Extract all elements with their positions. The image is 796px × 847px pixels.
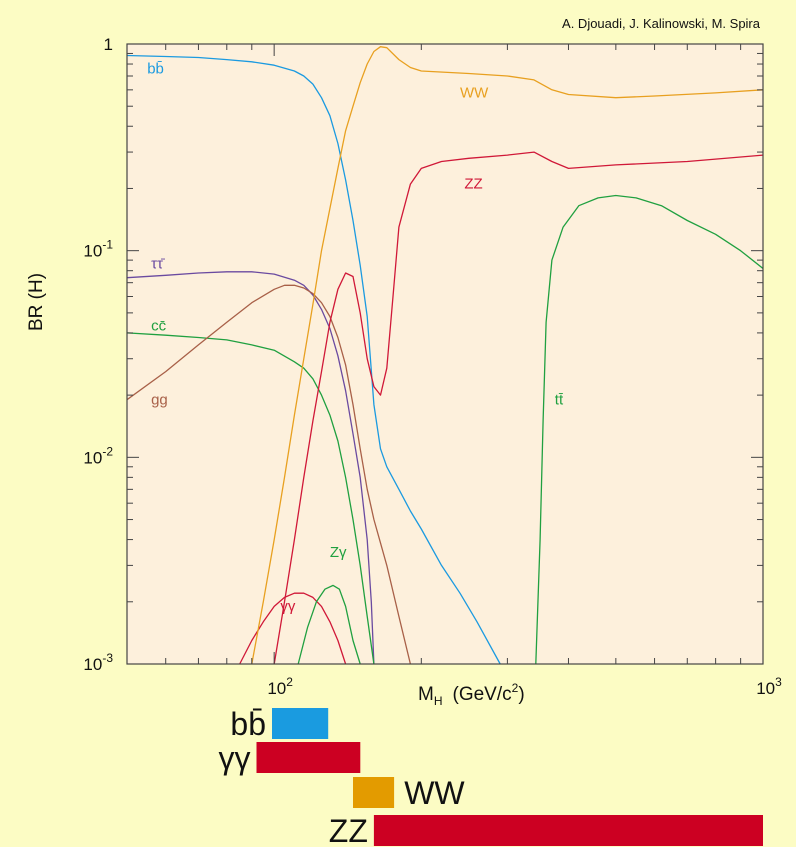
range-label-bbbar: bb̄ — [230, 706, 266, 742]
range-bar-ww — [353, 777, 395, 808]
series-line-gg — [126, 284, 412, 665]
axis-tick-labels: 1 10-1 10-2 10-3 102 103 — [83, 35, 782, 698]
curve-label-gammagamma: γγ — [280, 598, 296, 615]
x-tick-label: 103 — [756, 675, 782, 698]
range-bar-gammagamma — [256, 742, 361, 773]
y-tick-label: 10-1 — [83, 238, 113, 261]
series-line-bbbar — [126, 54, 501, 665]
range-label-gammagamma: γγ — [219, 740, 251, 776]
mass-range-bars: bb̄γγ WW ZZ — [219, 706, 763, 847]
y-tick-label: 10-3 — [83, 651, 113, 674]
credit-text: A. Djouadi, J. Kalinowski, M. Spira — [562, 16, 761, 31]
curve-label-ccbar: cc̄ — [151, 318, 167, 335]
range-label-ww: WW — [404, 775, 465, 811]
curve-labels: bb̄ WW ZZ ττ̄ cc̄ gg tt̄ γγ Zγ — [147, 61, 564, 616]
series-line-ww — [251, 46, 764, 665]
curve-label-zz: ZZ — [464, 176, 482, 193]
curve-label-ttbar: tt̄ — [555, 392, 564, 409]
curve-label-gg: gg — [151, 392, 168, 409]
plot-area — [127, 44, 763, 664]
curve-label-tautaubar: ττ̄ — [151, 256, 165, 273]
y-tick-label: 1 — [104, 35, 113, 54]
series-line-zgamma — [297, 584, 361, 665]
curve-label-bbbar: bb̄ — [147, 61, 164, 78]
series-line-tautaubar — [126, 271, 375, 665]
series-line-ccbar — [126, 332, 375, 665]
y-axis-label: BR (H) — [26, 273, 47, 331]
x-tick-label: 102 — [267, 675, 293, 698]
series-line-ttbar — [535, 194, 764, 665]
series-curves — [126, 46, 764, 665]
axis-ticks — [126, 43, 764, 665]
series-line-gammagamma — [239, 592, 347, 665]
plot-frame — [126, 43, 764, 665]
curve-label-ww: WW — [460, 85, 489, 102]
range-label-zz: ZZ — [329, 813, 368, 847]
x-axis-label: MH (GeV/c2) — [418, 681, 525, 708]
series-line-zz — [273, 151, 764, 665]
range-bar-zz — [373, 815, 763, 846]
y-tick-label: 10-2 — [83, 444, 113, 467]
range-bar-bbbar — [272, 708, 329, 739]
curve-label-zgamma: Zγ — [330, 544, 347, 561]
